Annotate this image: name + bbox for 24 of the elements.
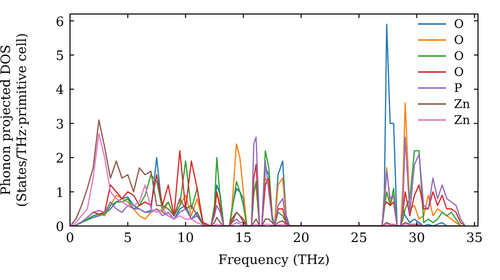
x-tick-label: 25 [350, 231, 368, 246]
legend-label: O [454, 33, 464, 47]
x-tick-label: 10 [177, 231, 194, 246]
x-tick-label: 35 [466, 231, 483, 246]
y-tick-label: 1 [56, 186, 64, 201]
legend-label: Zn [454, 97, 470, 111]
y-axis-title: Phonon projected DOS (States/THz·primitive cell) [0, 32, 30, 208]
y-tick-label: 6 [56, 14, 64, 30]
x-axis-title: Frequency (THz) [218, 253, 330, 268]
y-tick-label: 3 [56, 117, 64, 132]
x-tick-label: 0 [66, 231, 74, 246]
y-tick-label: 5 [56, 49, 64, 64]
y-tick-label: 0 [56, 220, 64, 235]
legend-label: P [454, 81, 462, 95]
legend-label: Zn [454, 113, 470, 127]
x-tick-label: 20 [292, 231, 310, 246]
legend-label: O [454, 17, 464, 31]
legend-label: O [454, 65, 464, 79]
y-tick-label: 2 [56, 152, 64, 167]
x-tick-label: 30 [408, 231, 426, 246]
legend-label: O [454, 49, 464, 63]
x-tick-label: 15 [235, 231, 252, 246]
x-tick-label: 5 [124, 231, 132, 246]
y-tick-label: 4 [56, 83, 64, 98]
